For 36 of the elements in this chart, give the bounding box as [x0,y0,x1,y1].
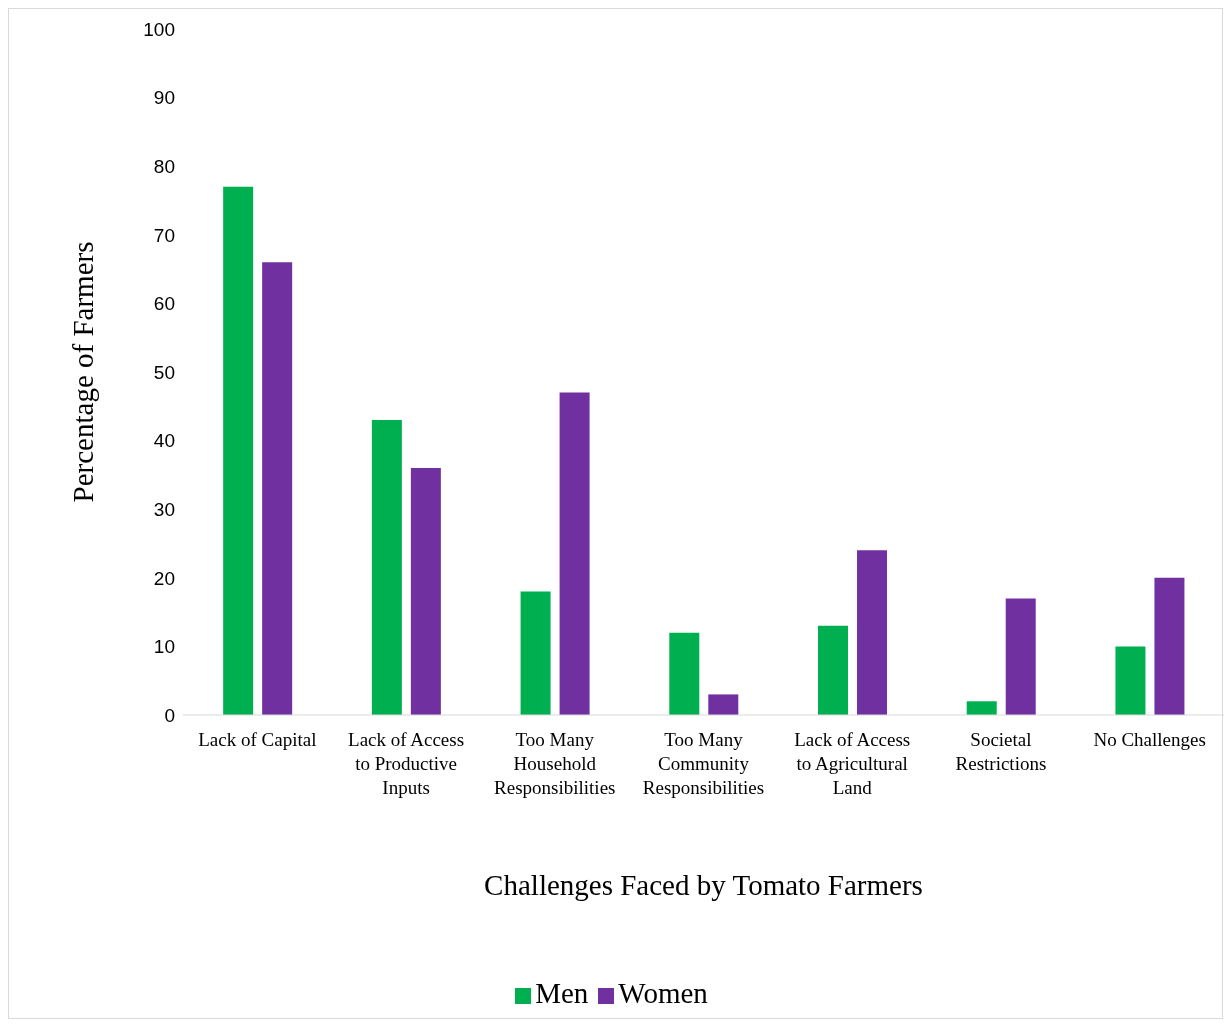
y-tick-label: 30 [153,498,175,520]
x-tick-label: Lack of Access to Productive Inputs [348,729,465,798]
y-tick-label: 70 [153,224,175,246]
y-tick-label: 40 [153,430,175,452]
bar [262,262,293,715]
bar [1154,577,1185,715]
bar [857,550,888,715]
legend-label: Women [618,977,708,1009]
bar [1115,646,1146,715]
x-tick-label: Societal Restrictions [955,729,1047,774]
y-tick-label: 80 [153,155,175,177]
y-tick-label: 90 [153,87,175,109]
bar [669,632,700,715]
y-tick-label: 100 [143,18,175,40]
x-tick-label: No Challenges [1093,729,1206,751]
bar [223,186,254,715]
x-axis-title: Challenges Faced by Tomato Farmers [484,869,923,901]
y-tick-label: 10 [153,636,175,658]
y-axis-title: Percentage of Farmers [67,241,100,503]
bar [818,625,849,715]
y-tick-label: 20 [153,567,175,589]
bar [410,468,441,715]
bar [520,591,551,715]
x-tick-label: Lack of Access to Agricultural Land [794,729,911,798]
x-tick-label: Too Many Community Responsibilities [642,729,765,798]
bar [966,701,997,715]
legend-label: Men [535,977,589,1009]
bar [708,694,739,715]
x-tick-label: Too Many Household Responsibilities [494,729,616,798]
bar [559,392,590,715]
y-tick-label: 0 [164,704,175,726]
y-tick-label: 50 [153,361,175,383]
y-tick-label: 60 [153,293,175,315]
bar [371,420,402,715]
x-tick-label: Lack of Capital [198,729,317,751]
bar [1005,598,1036,715]
